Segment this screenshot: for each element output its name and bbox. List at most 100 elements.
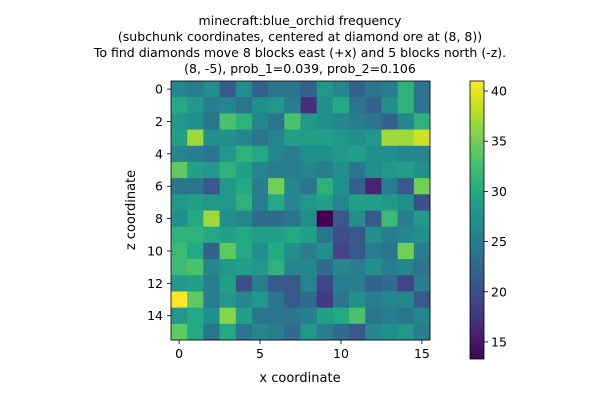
heatmap-cell (219, 210, 237, 228)
heatmap-cell (413, 259, 431, 276)
heatmap-cell (251, 323, 269, 341)
colorbar-tick-label: 25 (491, 234, 507, 249)
x-axis: 0 5 10 15 (175, 340, 430, 361)
heatmap-cell (349, 210, 366, 228)
chart-title-line-2: (subchunk coordinates, centered at diamo… (118, 29, 482, 44)
heatmap-cell (397, 323, 415, 341)
heatmap-cell (413, 226, 431, 244)
heatmap-cell (219, 242, 237, 260)
heatmap-cell (268, 210, 285, 228)
heatmap-cell (397, 307, 415, 325)
heatmap-cell (381, 113, 399, 130)
heatmap-cell (284, 275, 301, 292)
heatmap-cell (268, 145, 285, 163)
heatmap-cell (171, 323, 188, 341)
heatmap-cell (251, 194, 269, 211)
x-tick-label: 10 (333, 346, 349, 361)
colorbar-frame (469, 80, 485, 360)
heatmap-cell (219, 97, 237, 114)
heatmap-cell (284, 145, 301, 163)
heatmap-cell (171, 97, 188, 114)
heatmap-cell (332, 145, 350, 163)
colorbar: 15 20 25 30 35 40 (469, 80, 507, 360)
heatmap-cell (349, 194, 366, 211)
heatmap-cell (187, 323, 204, 341)
heatmap-cell (397, 161, 415, 179)
heatmap-cell (203, 145, 220, 163)
heatmap-cell (316, 323, 334, 341)
heatmap-cell (300, 259, 318, 276)
heatmap-cell (397, 81, 415, 98)
heatmap-cell (381, 307, 399, 325)
heatmap-cell (203, 275, 220, 292)
heatmap-cell (365, 291, 382, 309)
heatmap-cell (251, 178, 269, 195)
heatmap-cell (316, 178, 334, 195)
heatmap-cell (187, 113, 204, 130)
heatmap-cell (365, 226, 382, 244)
chart-title-line-3: To find diamonds move 8 blocks east (+x)… (93, 45, 506, 60)
heatmap-cell (397, 291, 415, 309)
y-tick-label: 8 (155, 211, 163, 226)
heatmap-cell (300, 113, 318, 130)
heatmap-cell (235, 178, 253, 195)
colorbar-gradient (470, 81, 484, 359)
heatmap-cell (284, 178, 301, 195)
heatmap-cell (349, 307, 366, 325)
heatmap-cell (235, 226, 253, 244)
heatmap-cell (171, 161, 188, 179)
colorbar-tick-label: 40 (491, 84, 507, 99)
heatmap-cell (397, 275, 415, 292)
heatmap-cell (268, 226, 285, 244)
heatmap-cell (397, 97, 415, 114)
heatmap-cell (381, 259, 399, 276)
heatmap-cell (413, 291, 431, 309)
heatmap-cell (219, 161, 237, 179)
heatmap-cell (268, 307, 285, 325)
heatmap-cell (365, 307, 382, 325)
heatmap-cell (349, 259, 366, 276)
heatmap-cell (332, 291, 350, 309)
heatmap-cell (316, 113, 334, 130)
heatmap-cell (219, 113, 237, 130)
heatmap-cell (203, 113, 220, 130)
heatmap-cell (171, 307, 188, 325)
heatmap-cell (187, 161, 204, 179)
heatmap-cell (235, 291, 253, 309)
heatmap-cell (316, 81, 334, 98)
heatmap-cell (300, 210, 318, 228)
heatmap-cell (413, 194, 431, 211)
heatmap-cell (300, 194, 318, 211)
colorbar-tick-label: 30 (491, 184, 507, 199)
heatmap-cell (284, 81, 301, 98)
heatmap-cell (349, 97, 366, 114)
heatmap-cell (235, 323, 253, 341)
heatmap-cell (187, 145, 204, 163)
heatmap-cell (235, 129, 253, 147)
y-axis: 0 2 4 6 8 10 12 14 (147, 82, 171, 323)
heatmap-cell (381, 145, 399, 163)
heatmap-cell (397, 178, 415, 195)
y-axis-label: z coordinate (124, 170, 139, 250)
heatmap-cell (349, 275, 366, 292)
heatmap-cell (203, 242, 220, 260)
heatmap-cell (251, 291, 269, 309)
heatmap-cell (300, 226, 318, 244)
heatmap-cell (316, 129, 334, 147)
heatmap-cell (332, 81, 350, 98)
heatmap-cell (316, 145, 334, 163)
y-tick-label: 2 (155, 114, 163, 129)
heatmap-cell (365, 161, 382, 179)
heatmap-cell (268, 323, 285, 341)
heatmap-cell (203, 81, 220, 98)
heatmap-cell (268, 259, 285, 276)
heatmap-cell (268, 275, 285, 292)
colorbar-tick-label: 20 (491, 284, 507, 299)
heatmap-cell (203, 161, 220, 179)
heatmap-cell (365, 113, 382, 130)
heatmap-cell (203, 178, 220, 195)
heatmap-cell (300, 307, 318, 325)
heatmap-cell (381, 226, 399, 244)
heatmap-cell (203, 307, 220, 325)
